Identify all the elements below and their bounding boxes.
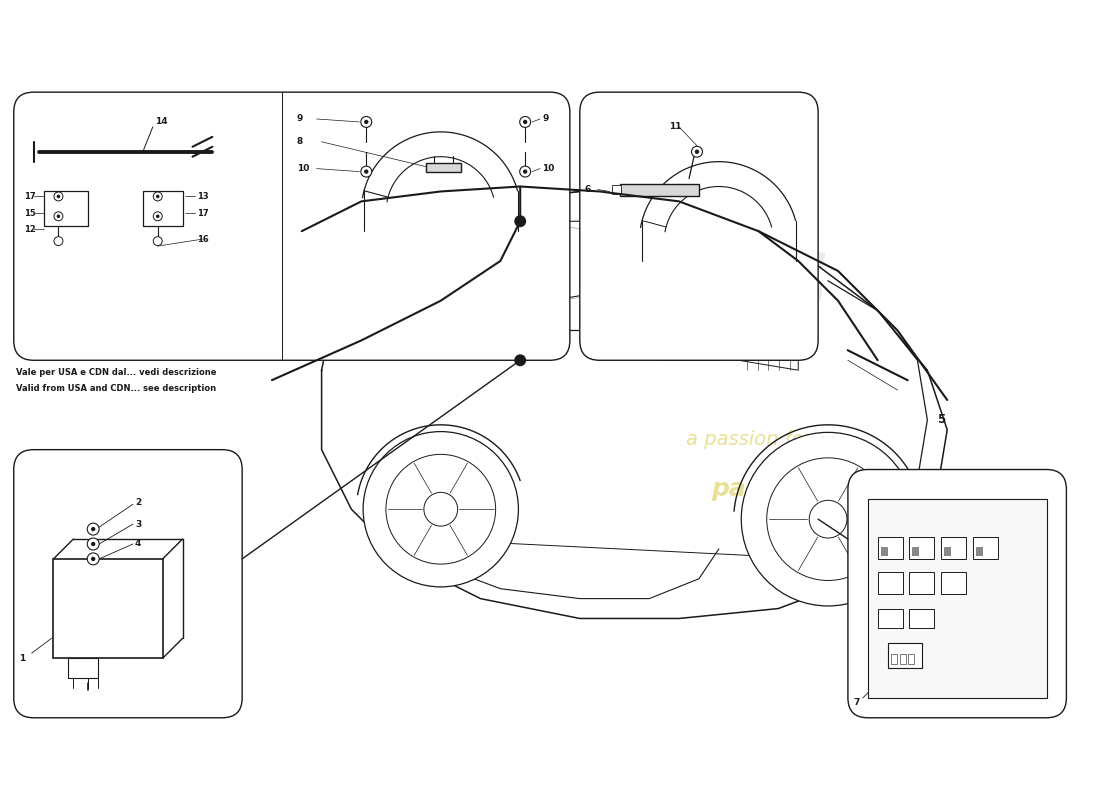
Circle shape: [54, 212, 63, 221]
Bar: [913, 547, 920, 556]
Text: 1: 1: [19, 654, 25, 662]
Circle shape: [363, 431, 518, 587]
Text: ces: ces: [628, 228, 829, 334]
Bar: [976, 547, 983, 556]
Text: 1985: 1985: [795, 540, 842, 558]
Circle shape: [515, 215, 526, 227]
Circle shape: [767, 458, 890, 581]
Bar: [426, 162, 461, 171]
Circle shape: [153, 237, 162, 246]
Circle shape: [741, 432, 915, 606]
Circle shape: [364, 120, 368, 124]
Circle shape: [57, 194, 60, 198]
Text: 17: 17: [24, 192, 35, 201]
Text: 14: 14: [155, 118, 167, 126]
Circle shape: [364, 170, 368, 174]
Text: 4: 4: [135, 539, 141, 549]
Circle shape: [87, 538, 99, 550]
Circle shape: [361, 117, 372, 127]
Bar: [881, 547, 888, 556]
Bar: [900, 654, 905, 664]
Circle shape: [54, 192, 63, 201]
Text: 15: 15: [24, 209, 35, 218]
Text: 17: 17: [198, 209, 209, 218]
FancyBboxPatch shape: [848, 470, 1066, 718]
Circle shape: [515, 354, 526, 366]
Text: 7: 7: [852, 698, 859, 707]
Bar: [974, 537, 998, 559]
FancyBboxPatch shape: [580, 92, 818, 360]
Circle shape: [87, 523, 99, 535]
Circle shape: [153, 212, 162, 221]
Circle shape: [87, 553, 99, 565]
Bar: [888, 643, 923, 668]
Text: 8: 8: [297, 138, 302, 146]
Text: 12: 12: [24, 225, 35, 234]
Text: 2: 2: [135, 498, 141, 506]
Bar: [891, 654, 896, 664]
Text: 10: 10: [297, 164, 309, 173]
FancyBboxPatch shape: [14, 92, 570, 360]
Bar: [910, 537, 934, 559]
Circle shape: [91, 542, 96, 546]
Bar: [612, 186, 620, 194]
Text: Valid from USA and CDN... see description: Valid from USA and CDN... see descriptio…: [15, 383, 216, 393]
Bar: [68, 658, 98, 678]
Bar: [868, 499, 1046, 698]
Text: parts: parts: [712, 478, 785, 502]
Text: 9: 9: [542, 114, 549, 123]
Text: 13: 13: [198, 192, 209, 201]
Bar: [910, 572, 934, 594]
Circle shape: [519, 166, 530, 177]
Bar: [619, 183, 698, 197]
Bar: [909, 654, 914, 664]
Text: 3: 3: [135, 520, 141, 529]
Bar: [878, 572, 902, 594]
Text: Vale per USA e CDN dal... vedi descrizione: Vale per USA e CDN dal... vedi descrizio…: [15, 368, 217, 377]
Text: 11: 11: [669, 122, 682, 131]
Text: 10: 10: [542, 164, 554, 173]
Circle shape: [91, 557, 96, 561]
Text: 9: 9: [297, 114, 304, 123]
Circle shape: [57, 214, 60, 218]
Circle shape: [361, 166, 372, 177]
Bar: [44, 191, 88, 226]
Bar: [878, 609, 902, 629]
Circle shape: [386, 454, 496, 564]
Circle shape: [156, 214, 160, 218]
Circle shape: [692, 146, 703, 157]
Circle shape: [522, 120, 527, 124]
Circle shape: [153, 192, 162, 201]
Circle shape: [91, 527, 96, 531]
Text: 16: 16: [198, 234, 209, 244]
Circle shape: [522, 170, 527, 174]
FancyBboxPatch shape: [14, 450, 242, 718]
Circle shape: [695, 150, 700, 154]
Text: 6: 6: [585, 185, 591, 194]
Circle shape: [54, 237, 63, 246]
Circle shape: [519, 117, 530, 127]
Bar: [878, 537, 902, 559]
Text: a passion for: a passion for: [686, 430, 812, 450]
Bar: [944, 547, 952, 556]
Circle shape: [810, 500, 847, 538]
Bar: [910, 609, 934, 629]
Bar: [942, 572, 966, 594]
Circle shape: [424, 492, 458, 526]
Bar: [54, 559, 163, 658]
Text: 5: 5: [937, 414, 946, 426]
Bar: [942, 537, 966, 559]
Bar: [143, 191, 183, 226]
Circle shape: [156, 194, 160, 198]
